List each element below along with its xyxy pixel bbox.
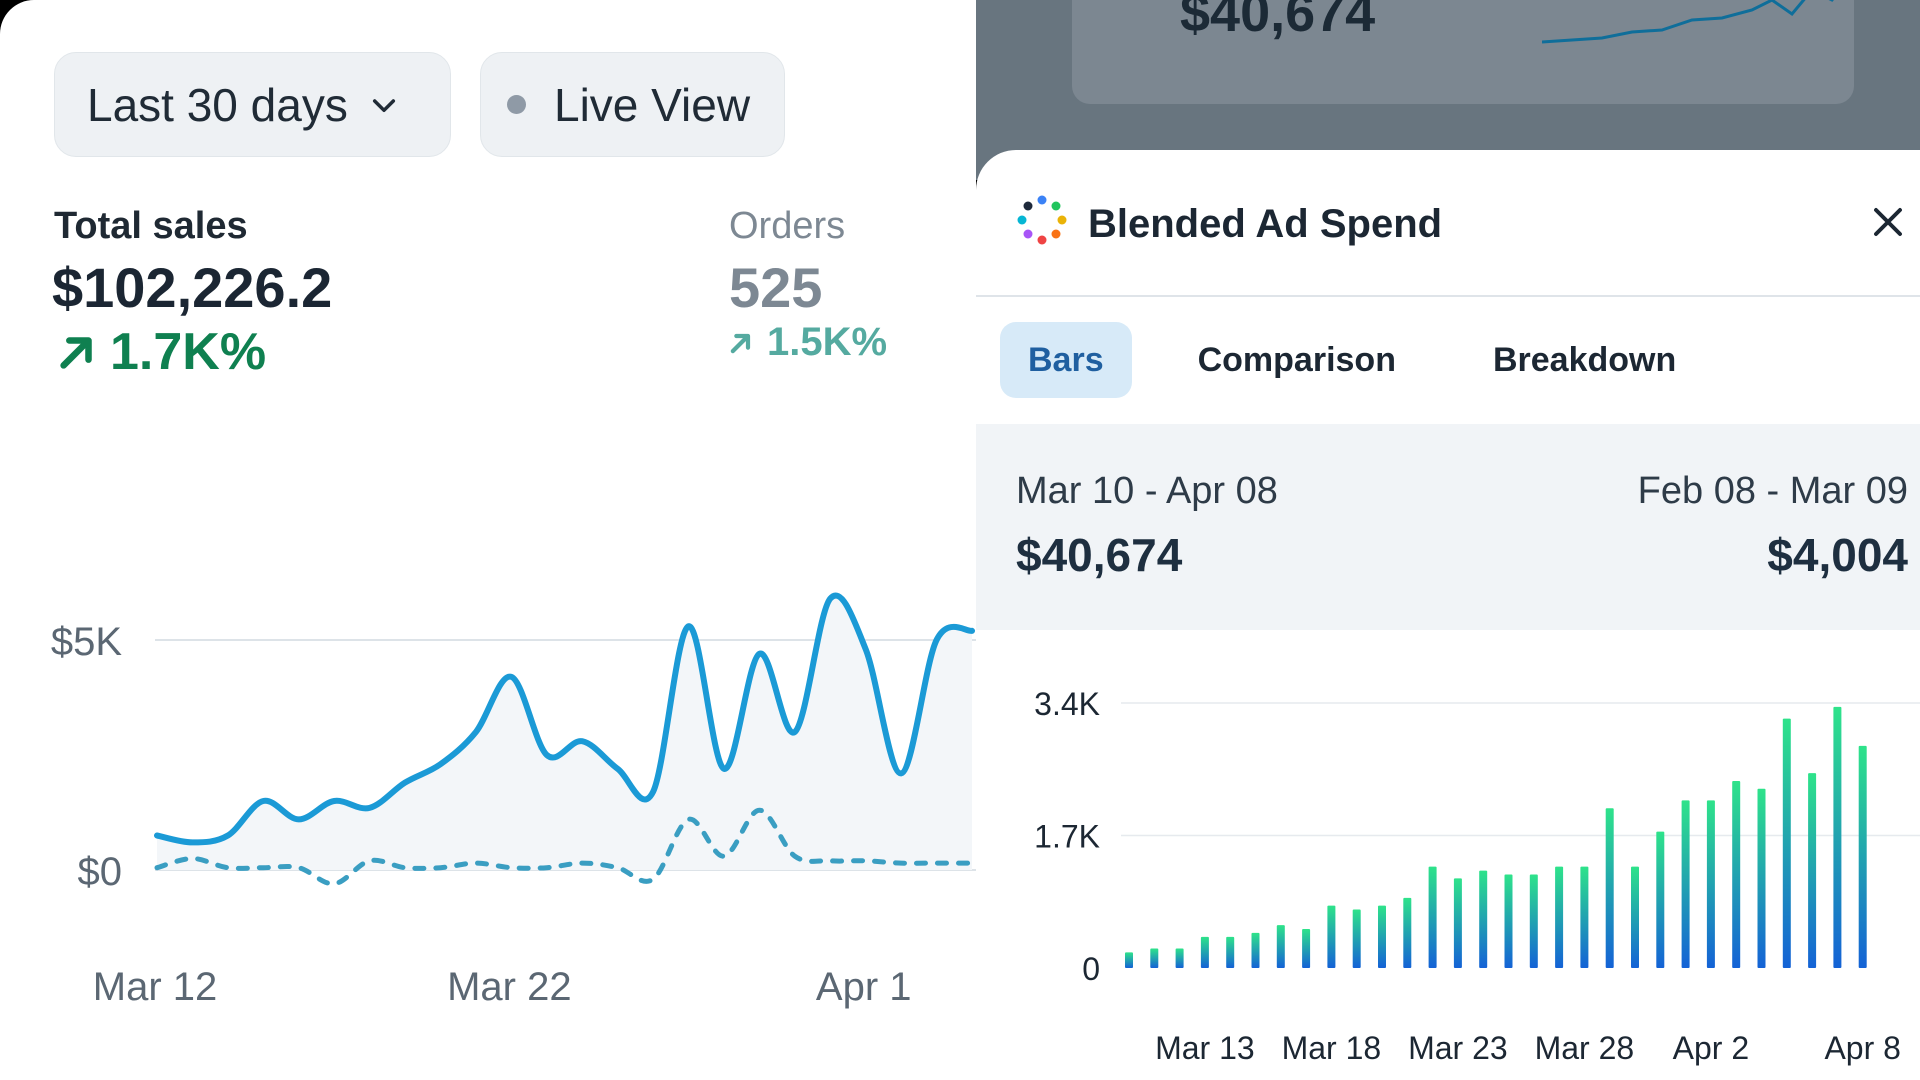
ad-spend-bar [1453, 878, 1462, 968]
x-tick-label: Apr 2 [1673, 1030, 1749, 1066]
ad-spend-bar [1782, 718, 1791, 968]
x-tick-label: Mar 13 [1155, 1030, 1255, 1066]
x-tick-label: Apr 1 [816, 965, 912, 1009]
previous-period-value: $4,004 [1767, 529, 1908, 581]
ad-spend-bar [1656, 831, 1665, 968]
tab-bars[interactable]: Bars [1000, 322, 1132, 398]
period-comparison: Mar 10 - Apr 08 $40,674 Feb 08 - Mar 09 … [976, 424, 1920, 630]
x-tick-label: Mar 12 [93, 965, 218, 1009]
ad-spend-bar [1529, 874, 1538, 968]
y-tick-label: $5K [51, 620, 122, 664]
ad-spend-bar [1302, 929, 1311, 968]
y-tick-label: 0 [1082, 951, 1100, 987]
total-sales-line-chart: $5K $0 Mar 12 Mar 22 Apr 1 [51, 592, 976, 1009]
ad-spend-bar [1555, 866, 1564, 968]
orders-label: Orders [729, 205, 846, 247]
ad-spend-bar [1251, 932, 1260, 968]
ad-spend-bar [1605, 808, 1614, 968]
ad-spend-bar [1150, 948, 1159, 968]
background-card: $40,674 [1072, 0, 1854, 104]
current-period-range: Mar 10 - Apr 08 [1016, 470, 1278, 512]
ad-spend-bar [1276, 925, 1285, 968]
ad-spend-bar [1833, 706, 1842, 968]
ad-spend-bar [1504, 874, 1513, 968]
sales-area-fill [157, 595, 972, 870]
arrow-up-right-icon [730, 333, 751, 353]
ad-spend-bar [1858, 745, 1867, 968]
ad-spend-bar [1327, 905, 1336, 968]
ad-spend-bar [1732, 780, 1741, 968]
sheet-header: Blended Ad Spend [976, 150, 1920, 297]
ad-spend-bar [1428, 866, 1437, 968]
ad-spend-bar [1580, 866, 1589, 968]
sheet-title: Blended Ad Spend [1088, 202, 1443, 246]
chart-view-tabs: Bars Comparison Breakdown [1000, 322, 1676, 398]
date-range-label: Last 30 days [87, 78, 348, 131]
ad-spend-bar [1125, 952, 1133, 968]
sales-line-series [154, 592, 975, 846]
y-tick-label: $0 [78, 850, 123, 894]
ad-spend-bar [1808, 773, 1817, 968]
background-dashboard: $40,674 [976, 0, 1920, 180]
tab-comparison[interactable]: Comparison [1197, 340, 1396, 379]
ad-spend-bar [1681, 800, 1690, 968]
close-icon[interactable] [1870, 204, 1906, 240]
total-sales-label: Total sales [54, 205, 248, 247]
tab-breakdown[interactable]: Breakdown [1492, 340, 1677, 379]
date-range-dropdown[interactable]: Last 30 days [54, 52, 451, 157]
x-tick-label: Mar 22 [447, 965, 572, 1009]
sales-dashboard-panel: Last 30 days Live View Total sales $102,… [0, 0, 976, 1080]
ad-spend-bar [1479, 870, 1488, 968]
live-dot-icon [507, 95, 526, 114]
x-tick-label: Mar 28 [1535, 1030, 1635, 1066]
ad-spend-bar [1403, 897, 1412, 968]
ad-spend-bar [1226, 936, 1235, 968]
arrow-up-right-icon [60, 337, 92, 369]
orders-change: 1.5K% [727, 320, 887, 365]
ad-spend-bar [1378, 905, 1386, 968]
x-tick-label: Mar 18 [1282, 1030, 1382, 1066]
live-view-button[interactable]: Live View [480, 52, 785, 157]
previous-period-range: Feb 08 - Mar 09 [1637, 470, 1908, 512]
ad-spend-bar [1757, 788, 1766, 968]
y-tick-label: 3.4K [1034, 686, 1100, 722]
x-tick-label: Mar 23 [1408, 1030, 1508, 1066]
total-sales-change-text: 1.7K% [110, 323, 267, 381]
ad-spend-bar-chart: 3.4K 1.7K 0 Mar 13 Mar 18 Mar 23 Mar 28 Apr 2 Ap… [1034, 686, 1920, 1066]
ad-spend-bar [1175, 948, 1184, 968]
current-period-value: $40,674 [1016, 529, 1183, 581]
total-sales-value: $102,226.2 [52, 256, 333, 319]
ad-spend-bar [1200, 936, 1209, 968]
ad-spend-bar [1706, 800, 1715, 968]
live-view-label: Live View [554, 78, 751, 131]
chevron-down-icon [372, 98, 395, 112]
ai-logo-icon [1017, 195, 1067, 245]
background-card-value: $40,674 [1180, 0, 1376, 43]
orders-change-text: 1.5K% [767, 320, 888, 364]
total-sales-change: 1.7K% [54, 322, 266, 382]
ad-spend-sheet: Blended Ad Spend Bars Comparison Breakdo… [976, 150, 1920, 1080]
y-tick-label: 1.7K [1034, 819, 1100, 855]
ad-spend-bar [1631, 866, 1639, 968]
x-tick-label: Apr 8 [1824, 1030, 1900, 1066]
ad-spend-bar [1352, 909, 1361, 968]
orders-value: 525 [729, 256, 823, 319]
background-sparkline [1542, 0, 1834, 44]
